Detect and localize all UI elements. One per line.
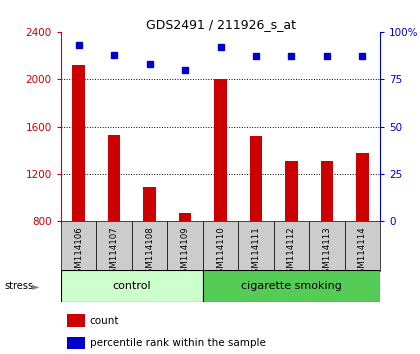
Text: cigarette smoking: cigarette smoking	[241, 281, 342, 291]
Text: GSM114109: GSM114109	[181, 226, 189, 279]
Text: GSM114107: GSM114107	[110, 226, 118, 279]
Bar	[61, 270, 203, 302]
Bar	[214, 79, 227, 221]
Text: stress: stress	[4, 281, 33, 291]
Bar	[67, 337, 85, 349]
Bar	[285, 161, 298, 221]
Text: count: count	[89, 316, 119, 326]
Bar	[345, 221, 380, 271]
Text: GSM114108: GSM114108	[145, 226, 154, 279]
Bar	[108, 135, 120, 221]
Bar	[203, 221, 238, 271]
Title: GDS2491 / 211926_s_at: GDS2491 / 211926_s_at	[145, 18, 296, 31]
Text: GSM114112: GSM114112	[287, 226, 296, 279]
Bar	[321, 161, 333, 221]
Bar	[274, 221, 309, 271]
Bar	[61, 221, 96, 271]
Bar	[132, 221, 167, 271]
Bar	[356, 153, 369, 221]
Bar	[67, 314, 85, 327]
Bar	[167, 221, 203, 271]
Text: GSM114106: GSM114106	[74, 226, 83, 279]
Bar	[250, 136, 262, 221]
Bar	[96, 221, 132, 271]
Text: GSM114111: GSM114111	[252, 226, 260, 279]
Bar	[179, 213, 191, 221]
Bar	[309, 221, 345, 271]
Text: ►: ►	[32, 281, 39, 291]
Text: GSM114110: GSM114110	[216, 226, 225, 279]
Text: GSM114114: GSM114114	[358, 226, 367, 279]
Bar	[238, 221, 274, 271]
Bar	[72, 65, 85, 221]
Bar	[203, 270, 380, 302]
Text: percentile rank within the sample: percentile rank within the sample	[89, 338, 265, 348]
Text: control: control	[113, 281, 151, 291]
Bar	[143, 187, 156, 221]
Text: GSM114113: GSM114113	[323, 226, 331, 279]
